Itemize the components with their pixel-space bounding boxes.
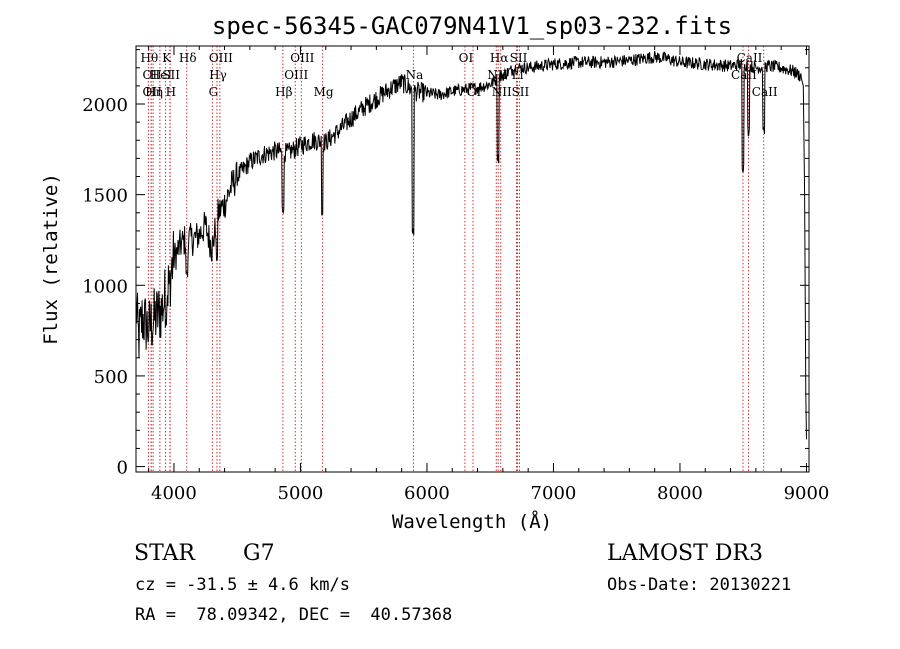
survey-name: LAMOST DR3 xyxy=(607,541,763,566)
y-tick-label: 1500 xyxy=(82,186,128,207)
line-marker-label: Hα xyxy=(490,51,509,65)
x-tick-label: 6000 xyxy=(404,483,450,504)
y-axis-label: Flux (relative) xyxy=(40,173,62,345)
line-marker-label: G xyxy=(209,85,219,99)
x-axis-label: Wavelength (Å) xyxy=(392,510,552,533)
line-marker-label: H xyxy=(166,85,176,99)
line-marker-label: Hδ xyxy=(179,51,197,65)
spectrum-line xyxy=(135,50,807,440)
line-marker-label: OIII xyxy=(209,51,233,65)
line-marker-label: Na xyxy=(406,68,424,82)
y-tick-label: 500 xyxy=(94,367,128,388)
line-marker-label: Hη xyxy=(145,85,163,99)
line-marker-layer: HθOIIOIIHηHeIKHSIIHδGHγOIIIHβOIIIOIIIMgN… xyxy=(141,46,778,472)
line-marker-label: Hγ xyxy=(209,68,227,82)
line-marker-label: Hβ xyxy=(275,85,292,99)
line-marker-label: OII xyxy=(143,68,163,82)
object-subclass: G7 xyxy=(243,541,275,566)
x-axis: 4000 5000 6000 7000 8000 9000 xyxy=(148,46,830,504)
object-class: STAR xyxy=(134,541,196,566)
x-tick-label: 9000 xyxy=(784,483,830,504)
line-marker-label: SII xyxy=(162,68,180,82)
y-axis: 0 500 1000 1500 2000 xyxy=(82,49,809,479)
line-marker-label: OII xyxy=(143,85,163,99)
line-marker-label: OIII xyxy=(284,68,308,82)
x-tick-label: 5000 xyxy=(278,483,324,504)
plot-frame xyxy=(135,45,810,473)
x-tick-label: 4000 xyxy=(151,483,197,504)
line-marker-label: SII xyxy=(512,85,530,99)
line-marker-label: CaII xyxy=(737,51,763,65)
line-marker-label: OIII xyxy=(290,51,314,65)
y-tick-label: 2000 xyxy=(82,95,128,116)
y-tick-label: 1000 xyxy=(82,276,128,297)
coordinates: RA = 78.09342, DEC = 40.57368 xyxy=(135,605,452,625)
redshift-value: cz = -31.5 ± 4.6 km/s xyxy=(135,575,350,595)
line-marker-label: Mg xyxy=(314,85,334,99)
x-tick-label: 7000 xyxy=(531,483,577,504)
line-marker-label: SII xyxy=(510,51,528,65)
y-tick-label: 0 xyxy=(117,458,128,479)
x-tick-label: 8000 xyxy=(657,483,703,504)
obs-date: Obs-Date: 20130221 xyxy=(607,575,791,595)
line-marker-label: HeI xyxy=(150,68,173,82)
line-marker-label: Hθ xyxy=(141,51,159,65)
line-marker-label: NII xyxy=(492,85,512,99)
line-marker-label: K xyxy=(162,51,172,65)
chart-title: spec-56345-GAC079N41V1_sp03-232.fits xyxy=(212,12,732,40)
line-marker-label: OI xyxy=(459,51,474,65)
